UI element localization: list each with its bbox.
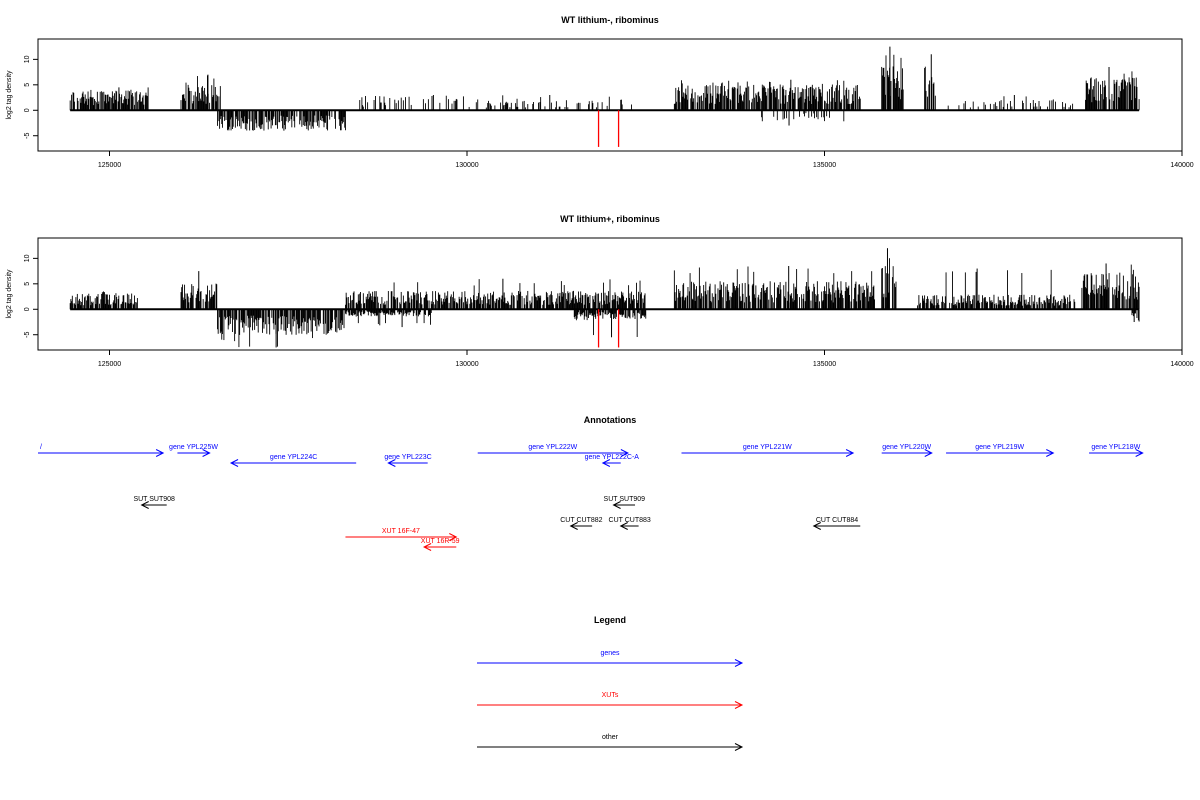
x-tick-label: 140000 [1170, 162, 1193, 169]
feature: CUT CUT882 [560, 517, 603, 530]
feature-label: gene YPL223C [384, 454, 431, 461]
feature: SUT SUT909 [604, 496, 646, 509]
feature-label: gene YPL222W [528, 444, 577, 451]
feature-label: gene YPL220W [882, 444, 931, 451]
feature-arrow-head [1046, 449, 1055, 457]
x-axis: 125000 130000 135000 140000 [98, 350, 1194, 368]
feature-arrow-head [620, 449, 629, 457]
feature-arrow-head [422, 543, 432, 551]
feature: CUT CUT884 [812, 517, 861, 530]
legend-label: other [602, 734, 619, 741]
feature: gene YPL225W [169, 444, 218, 457]
feature-arrow-head [1135, 449, 1144, 457]
feature-arrow-head [140, 501, 149, 509]
feature: gene YPL222C-A [585, 454, 640, 467]
feature-arrow-head [812, 522, 821, 530]
feature-label: gene YPL221W [743, 444, 792, 451]
x-tick-label: 130000 [455, 361, 478, 368]
feature-label: gene YPL222C-A [585, 454, 640, 461]
y-tick-label: 5 [24, 282, 31, 286]
feature-arrow-head [924, 449, 933, 457]
feature: gene YPL223C [384, 454, 432, 467]
panel-title: WT lithium-, ribominus [561, 15, 659, 25]
feature-arrow-head [619, 522, 628, 530]
feature-label: gene YPL224C [270, 454, 317, 461]
feature-label: SUT SUT908 [133, 496, 175, 503]
feature: SUT SUT908 [133, 496, 175, 509]
legend-item: other [477, 734, 744, 751]
y-tick-label: 5 [24, 83, 31, 87]
x-tick-label: 125000 [98, 162, 121, 169]
feature-arrow-head [202, 449, 211, 457]
feature-label: gene YPL225W [169, 444, 218, 451]
legend-arrow-head [734, 701, 744, 709]
feature: XUT 16R-59 [421, 538, 460, 551]
feature: XUT 16F-47 [345, 528, 458, 541]
feature-arrow-head [569, 522, 578, 530]
feature-arrow-head [229, 459, 239, 467]
feature: gene YPL222W [477, 444, 629, 457]
y-tick-label: -5 [24, 133, 31, 139]
legend-arrow-head [734, 743, 744, 751]
y-tick-label: 10 [24, 55, 31, 63]
y-axis-label: log2 tag density [6, 70, 13, 120]
legend-label: genes [600, 650, 620, 657]
legend-label: XUTs [602, 692, 619, 699]
y-axis: -5 0 5 10 [24, 55, 38, 139]
feature-label: XUT 16F-47 [382, 528, 420, 535]
x-tick-label: 135000 [813, 361, 836, 368]
feature-arrow-head [601, 459, 611, 467]
feature-arrow-head [155, 449, 165, 457]
x-tick-label: 140000 [1170, 361, 1193, 368]
y-tick-label: -5 [24, 332, 31, 338]
legend: Legend genes XUTs other [477, 615, 744, 751]
x-axis: 125000 130000 135000 140000 [98, 151, 1194, 169]
y-axis-label: log2 tag density [6, 269, 13, 319]
plot-frame [37, 237, 1183, 351]
legend-title: Legend [594, 615, 626, 625]
feature-label: CUT CUT884 [816, 517, 858, 524]
feature-list: / gene YPL225W gene YPL224C gene YPL223C gen… [38, 444, 1144, 551]
track-panel-lithium-plus: WT lithium+, ribominus log2 tag density … [6, 214, 1194, 368]
panel-title: WT lithium+, ribominus [560, 214, 660, 224]
annotations-title: Annotations [584, 415, 637, 425]
feature-arrow-head [612, 501, 621, 509]
feature-label: SUT SUT909 [604, 496, 646, 503]
feature: / [38, 444, 165, 457]
annotations-track: Annotations / gene YPL225W gene YPL224C gen… [38, 415, 1144, 551]
legend-items: genes XUTs other [477, 650, 744, 751]
x-tick-label: 135000 [813, 162, 836, 169]
plot-frame [37, 38, 1183, 152]
x-tick-label: 130000 [455, 162, 478, 169]
feature-label: CUT CUT883 [609, 517, 651, 524]
feature-label: / [40, 444, 42, 451]
feature: gene YPL219W [946, 444, 1055, 457]
feature-label: XUT 16R-59 [421, 538, 460, 545]
highlight-bars [597, 309, 620, 348]
y-tick-label: 0 [24, 108, 31, 112]
highlight-bars [597, 110, 620, 147]
feature: gene YPL218W [1089, 444, 1144, 457]
feature: gene YPL224C [229, 454, 357, 467]
feature: gene YPL221W [681, 444, 855, 457]
feature-arrow-head [449, 533, 458, 541]
y-tick-label: 0 [24, 307, 31, 311]
feature-label: CUT CUT882 [560, 517, 602, 524]
feature-arrow-head [387, 459, 396, 467]
feature-label: gene YPL218W [1091, 444, 1140, 451]
x-tick-label: 125000 [98, 361, 121, 368]
feature-arrow-head [845, 449, 855, 457]
track-panel-lithium-minus: WT lithium-, ribominus log2 tag density … [6, 15, 1194, 169]
feature: CUT CUT883 [609, 517, 651, 530]
legend-item: XUTs [477, 692, 744, 709]
y-axis: -5 0 5 10 [24, 254, 38, 338]
y-tick-label: 10 [24, 254, 31, 262]
bar-series [69, 248, 1140, 348]
feature-label: gene YPL219W [975, 444, 1024, 451]
legend-arrow-head [734, 659, 744, 667]
legend-item: genes [477, 650, 744, 667]
bar-series [69, 46, 1140, 131]
feature: gene YPL220W [881, 444, 933, 457]
